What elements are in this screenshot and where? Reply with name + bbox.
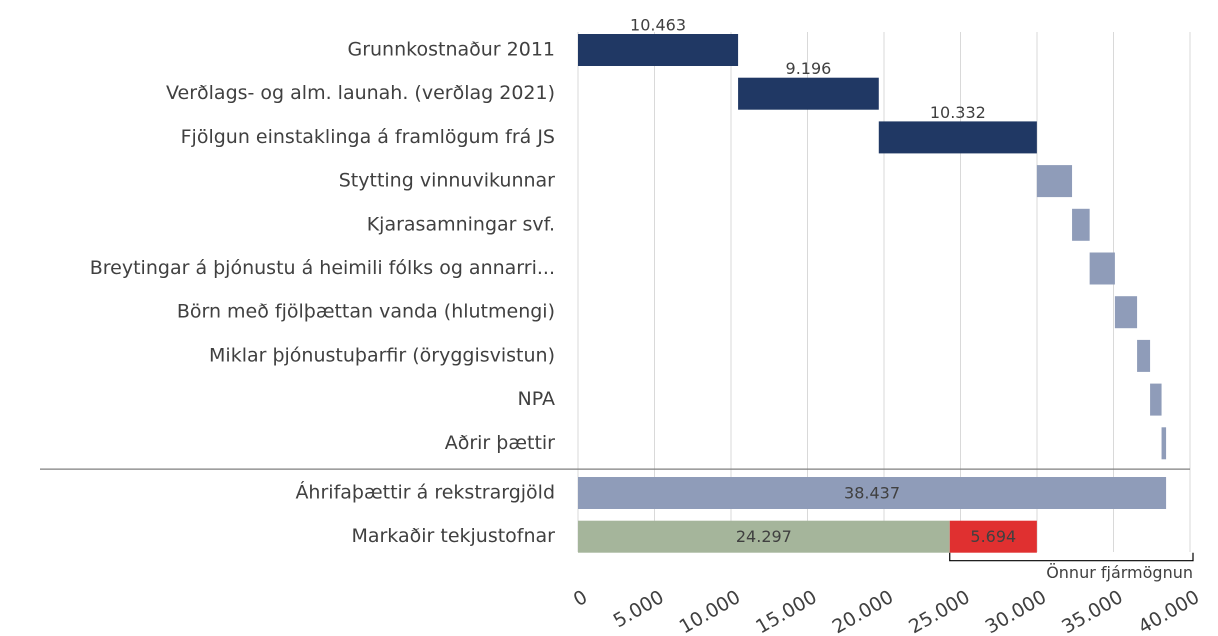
x-tick-label: 0 (570, 586, 591, 611)
bar (1089, 252, 1115, 285)
category-label: NPA (518, 388, 555, 410)
category-label: Miklar þjónustuþarfir (öryggisvistun) (209, 344, 555, 366)
bar (949, 520, 1037, 553)
bar (1150, 383, 1162, 416)
category-label: Stytting vinnuvikunnar (339, 170, 555, 192)
bar (738, 77, 879, 110)
category-label: Aðrir þættir (445, 432, 555, 454)
bar (1114, 296, 1138, 329)
bar (1161, 427, 1167, 460)
x-tick-label: 35.000 (1058, 586, 1127, 636)
value-label: 24.297 (736, 527, 792, 546)
annotation: Önnur fjármögnun (1046, 563, 1193, 582)
value-label: 9.196 (786, 59, 832, 78)
bar (1036, 165, 1073, 198)
category-label: Verðlags- og alm. launah. (verðlag 2021) (166, 82, 555, 104)
x-tick-label: 40.000 (1135, 586, 1204, 636)
bar (1072, 208, 1090, 241)
x-tick-label: 20.000 (829, 586, 898, 636)
value-label: 10.463 (630, 16, 686, 35)
value-label: 38.437 (844, 484, 900, 503)
bar (578, 477, 1167, 509)
category-label: Börn með fjölþættan vanda (hlutmengi) (177, 301, 555, 323)
category-label: Grunnkostnaður 2011 (347, 39, 555, 61)
category-label: Fjölgun einstaklinga á framlögum frá JS (181, 126, 555, 148)
category-label: Markaðir tekjustofnar (351, 525, 555, 547)
x-tick-label: 10.000 (676, 586, 745, 636)
bar (578, 34, 739, 66)
x-tick-label: 25.000 (905, 586, 974, 636)
category-label: Breytingar á þjónustu á heimili fólks og… (90, 257, 555, 279)
bar (578, 520, 950, 553)
value-label: 5.694 (970, 527, 1016, 546)
annotation-bracket (949, 552, 1194, 562)
category-label: Kjarasamningar svf. (367, 213, 555, 235)
value-label: 10.332 (930, 103, 986, 122)
bar (1137, 339, 1151, 372)
x-tick-label: 30.000 (982, 586, 1051, 636)
x-tick-label: 15.000 (752, 586, 821, 636)
bar (878, 121, 1037, 154)
x-tick-label: 5.000 (610, 586, 668, 632)
category-label: Áhrifaþættir á rekstrargjöld (295, 481, 555, 504)
